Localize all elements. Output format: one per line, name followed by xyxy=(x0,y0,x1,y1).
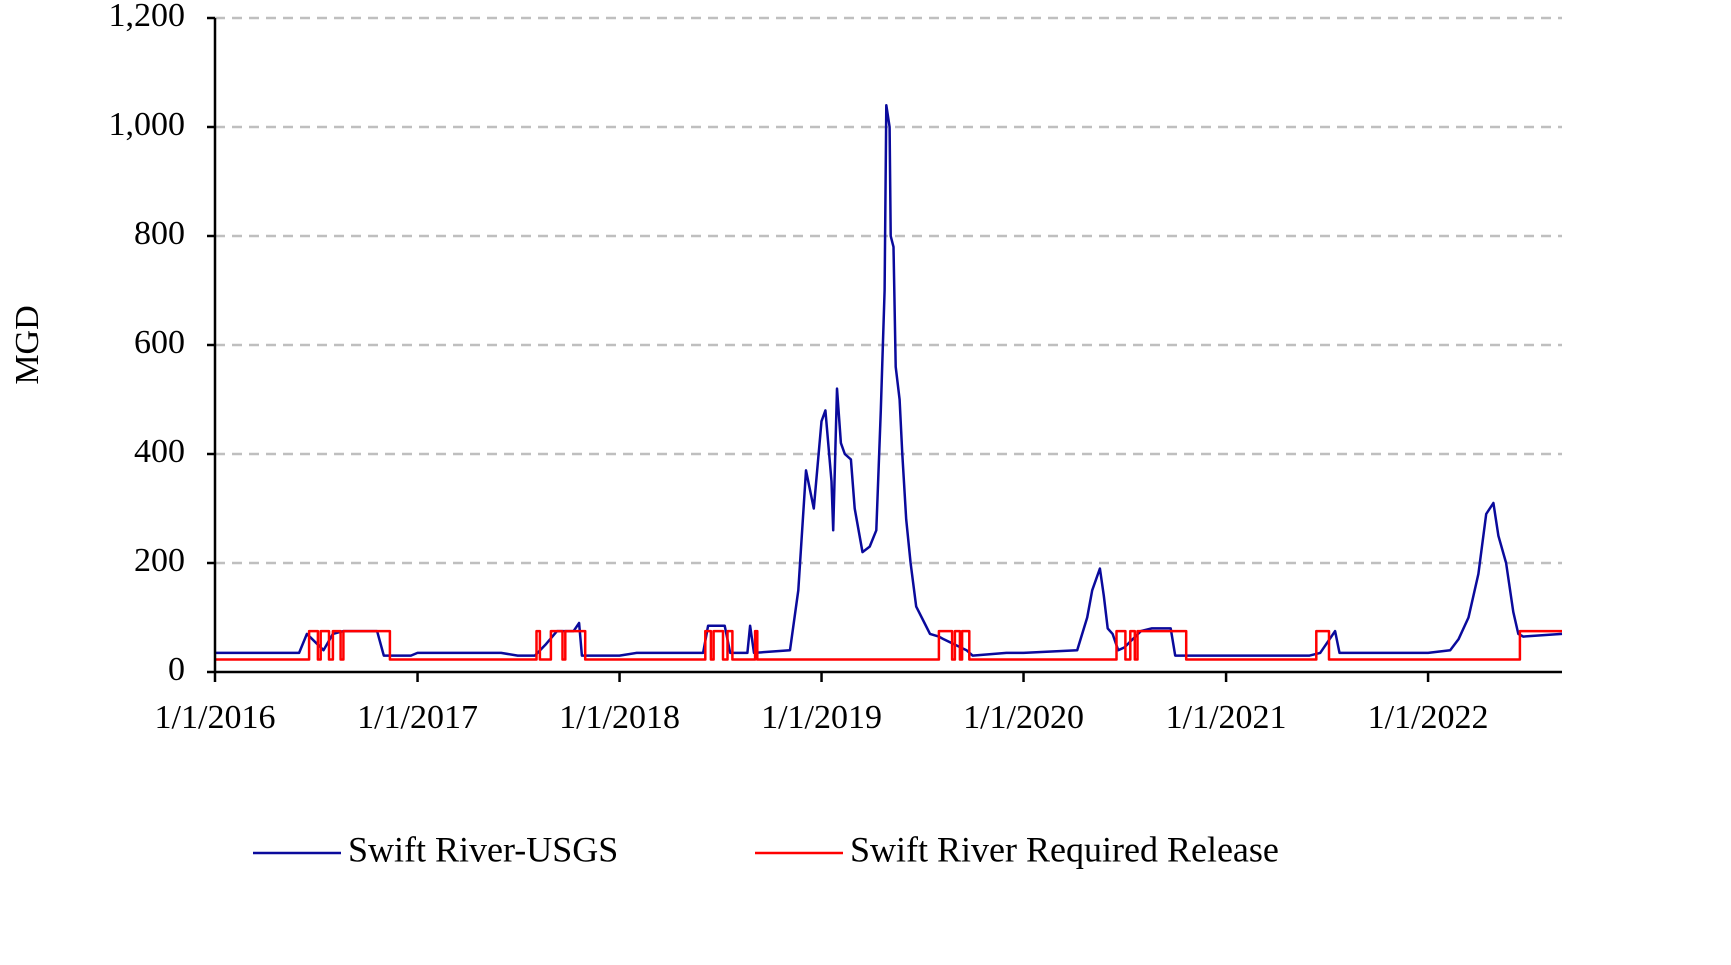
data-line xyxy=(215,103,1563,657)
x-tick-label: 1/1/2019 xyxy=(761,699,882,736)
x-tick-label: 1/1/2020 xyxy=(963,699,1084,736)
legend-label: Swift River-USGS xyxy=(348,829,618,869)
x-tick-label: 1/1/2017 xyxy=(357,699,478,736)
y-tick-label: 1,200 xyxy=(109,0,186,34)
y-tick-label: 1,000 xyxy=(109,106,186,143)
y-tick-label: 200 xyxy=(134,542,185,579)
x-tick-label: 1/1/2021 xyxy=(1166,699,1287,736)
y-tick-label: 600 xyxy=(134,324,185,361)
legend-label: Swift River Required Release xyxy=(850,829,1279,869)
y-tick-label: 800 xyxy=(134,215,185,252)
x-tick-label: 1/1/2016 xyxy=(155,699,276,736)
x-tick-label: 1/1/2018 xyxy=(559,699,680,736)
data-line xyxy=(215,629,1562,661)
x-tick-label: 1/1/2022 xyxy=(1368,699,1489,736)
y-tick-label: 400 xyxy=(134,433,185,470)
y-axis-label: MGD xyxy=(9,305,46,384)
y-tick-label: 0 xyxy=(168,651,185,688)
